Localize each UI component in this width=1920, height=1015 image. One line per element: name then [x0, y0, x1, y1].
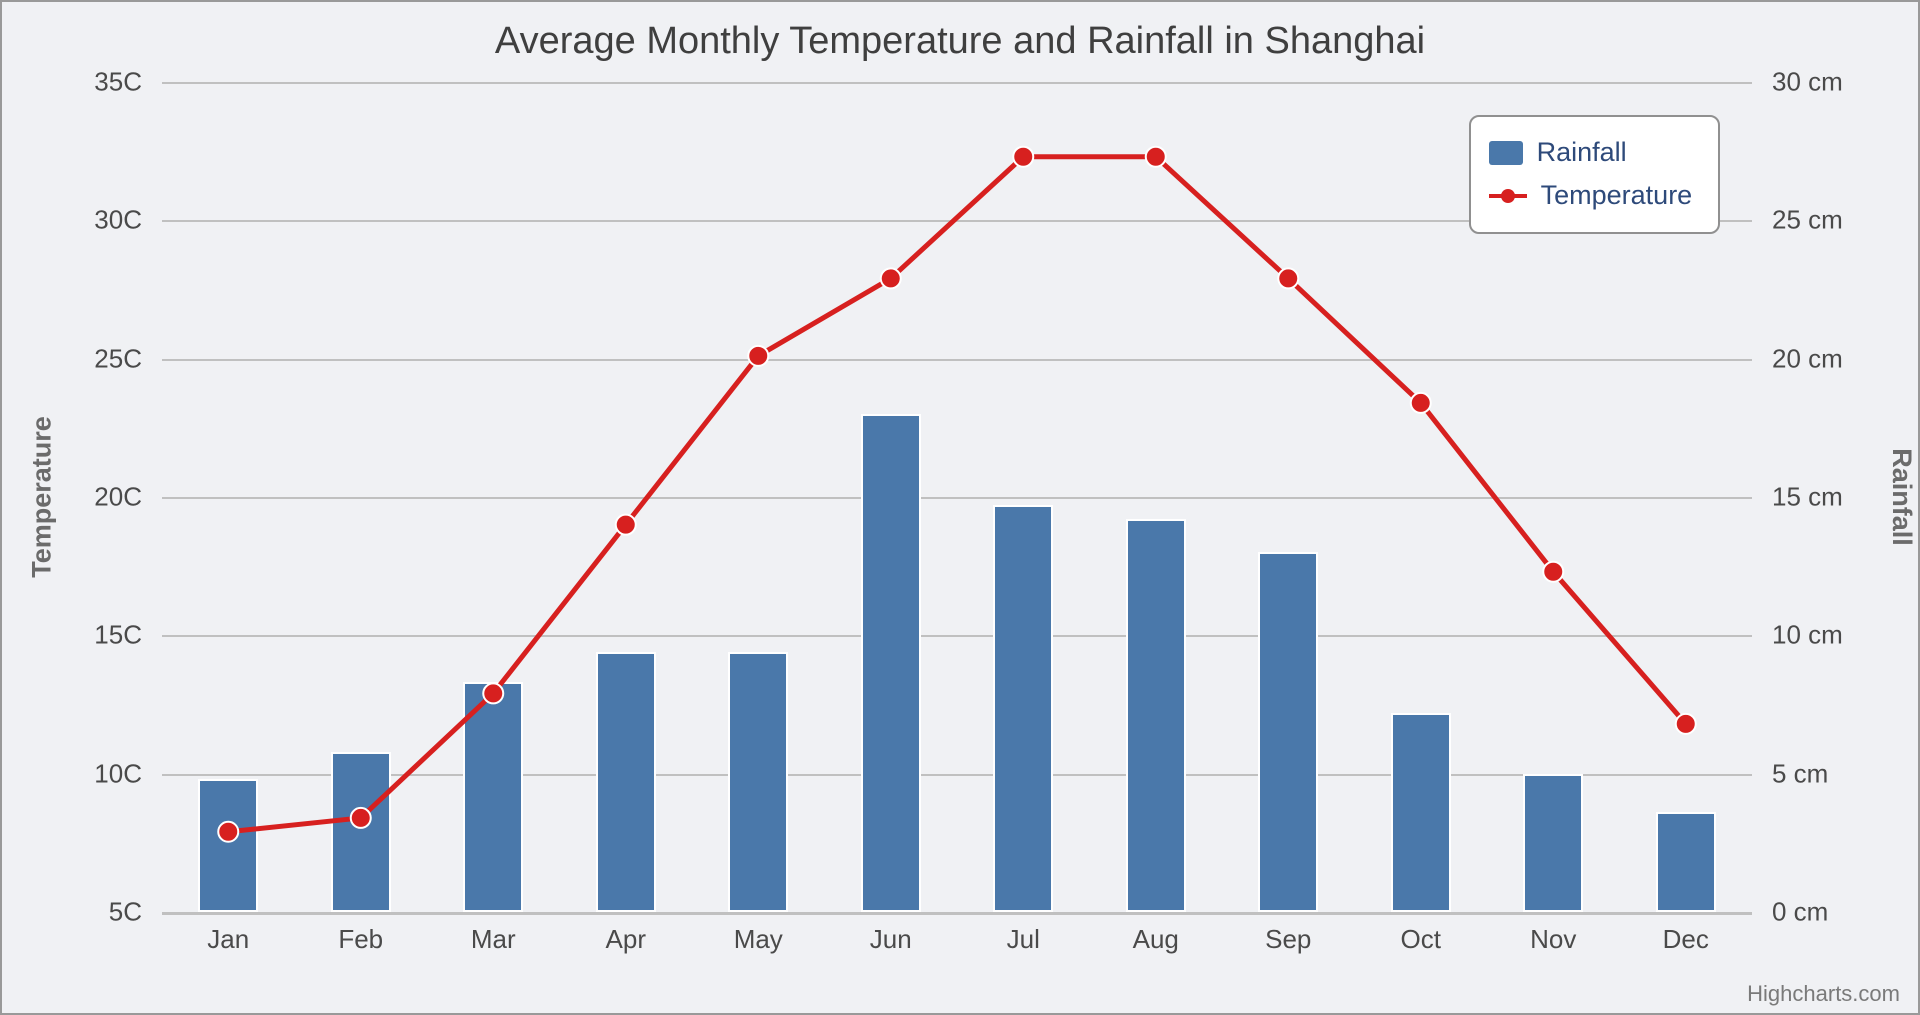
- y-left-tick: 5C: [109, 897, 162, 928]
- x-tick: Sep: [1265, 912, 1311, 955]
- temperature-marker[interactable]: [1411, 393, 1431, 413]
- x-tick: Apr: [606, 912, 646, 955]
- temperature-marker[interactable]: [748, 346, 768, 366]
- y-right-tick: 0 cm: [1752, 897, 1828, 928]
- x-tick: May: [734, 912, 783, 955]
- temperature-line[interactable]: [228, 157, 1686, 832]
- y-left-title: Temperature: [27, 416, 58, 578]
- x-tick: Jan: [207, 912, 249, 955]
- temperature-marker[interactable]: [1278, 268, 1298, 288]
- x-tick: Feb: [338, 912, 383, 955]
- legend-label: Temperature: [1541, 174, 1693, 217]
- legend-swatch-bar-icon: [1489, 141, 1523, 165]
- y-right-tick: 10 cm: [1752, 620, 1843, 651]
- legend-swatch-line-icon: [1489, 194, 1527, 198]
- y-left-tick: 25C: [94, 343, 162, 374]
- temperature-marker[interactable]: [1676, 714, 1696, 734]
- x-tick: Dec: [1663, 912, 1709, 955]
- chart-frame: Average Monthly Temperature and Rainfall…: [0, 0, 1920, 1015]
- temperature-marker[interactable]: [616, 515, 636, 535]
- y-right-title: Rainfall: [1887, 448, 1918, 546]
- temperature-marker[interactable]: [218, 822, 238, 842]
- temperature-marker[interactable]: [881, 268, 901, 288]
- y-left-tick: 10C: [94, 758, 162, 789]
- y-left-tick: 30C: [94, 205, 162, 236]
- y-right-tick: 20 cm: [1752, 343, 1843, 374]
- y-left-tick: 15C: [94, 620, 162, 651]
- plot-area: 5C10C15C20C25C30C35C0 cm5 cm10 cm15 cm20…: [162, 82, 1752, 912]
- y-left-tick: 35C: [94, 67, 162, 98]
- temperature-marker[interactable]: [483, 683, 503, 703]
- x-tick: Jul: [1007, 912, 1040, 955]
- legend-item[interactable]: Rainfall: [1489, 131, 1693, 174]
- y-right-tick: 5 cm: [1752, 758, 1828, 789]
- x-tick: Oct: [1401, 912, 1441, 955]
- temperature-marker[interactable]: [1013, 147, 1033, 167]
- legend-item[interactable]: Temperature: [1489, 174, 1693, 217]
- y-right-tick: 30 cm: [1752, 67, 1843, 98]
- credit-text: Highcharts.com: [1747, 981, 1900, 1007]
- x-tick: Aug: [1133, 912, 1179, 955]
- legend: RainfallTemperature: [1469, 115, 1721, 233]
- y-right-tick: 25 cm: [1752, 205, 1843, 236]
- temperature-marker[interactable]: [1146, 147, 1166, 167]
- x-tick: Jun: [870, 912, 912, 955]
- temperature-marker[interactable]: [1543, 562, 1563, 582]
- legend-label: Rainfall: [1537, 131, 1627, 174]
- legend-marker-icon: [1501, 189, 1515, 203]
- temperature-marker[interactable]: [351, 808, 371, 828]
- y-left-tick: 20C: [94, 482, 162, 513]
- y-right-tick: 15 cm: [1752, 482, 1843, 513]
- chart-title: Average Monthly Temperature and Rainfall…: [2, 20, 1918, 63]
- x-tick: Nov: [1530, 912, 1576, 955]
- x-tick: Mar: [471, 912, 516, 955]
- gridline: [162, 912, 1752, 915]
